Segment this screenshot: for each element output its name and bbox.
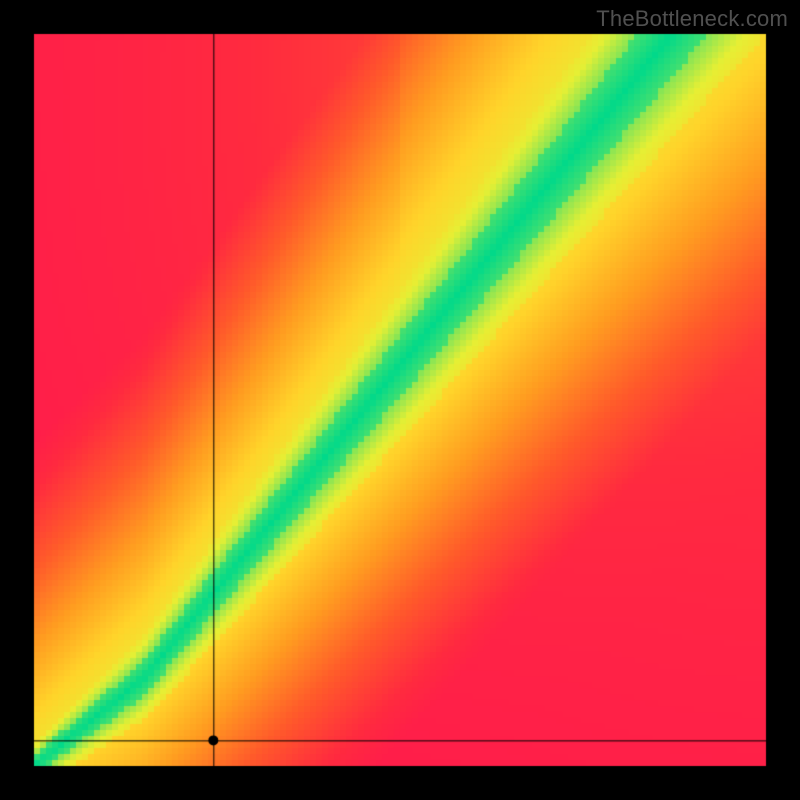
chart-container: TheBottleneck.com: [0, 0, 800, 800]
watermark-text: TheBottleneck.com: [596, 6, 788, 32]
bottleneck-heatmap: [0, 0, 800, 800]
